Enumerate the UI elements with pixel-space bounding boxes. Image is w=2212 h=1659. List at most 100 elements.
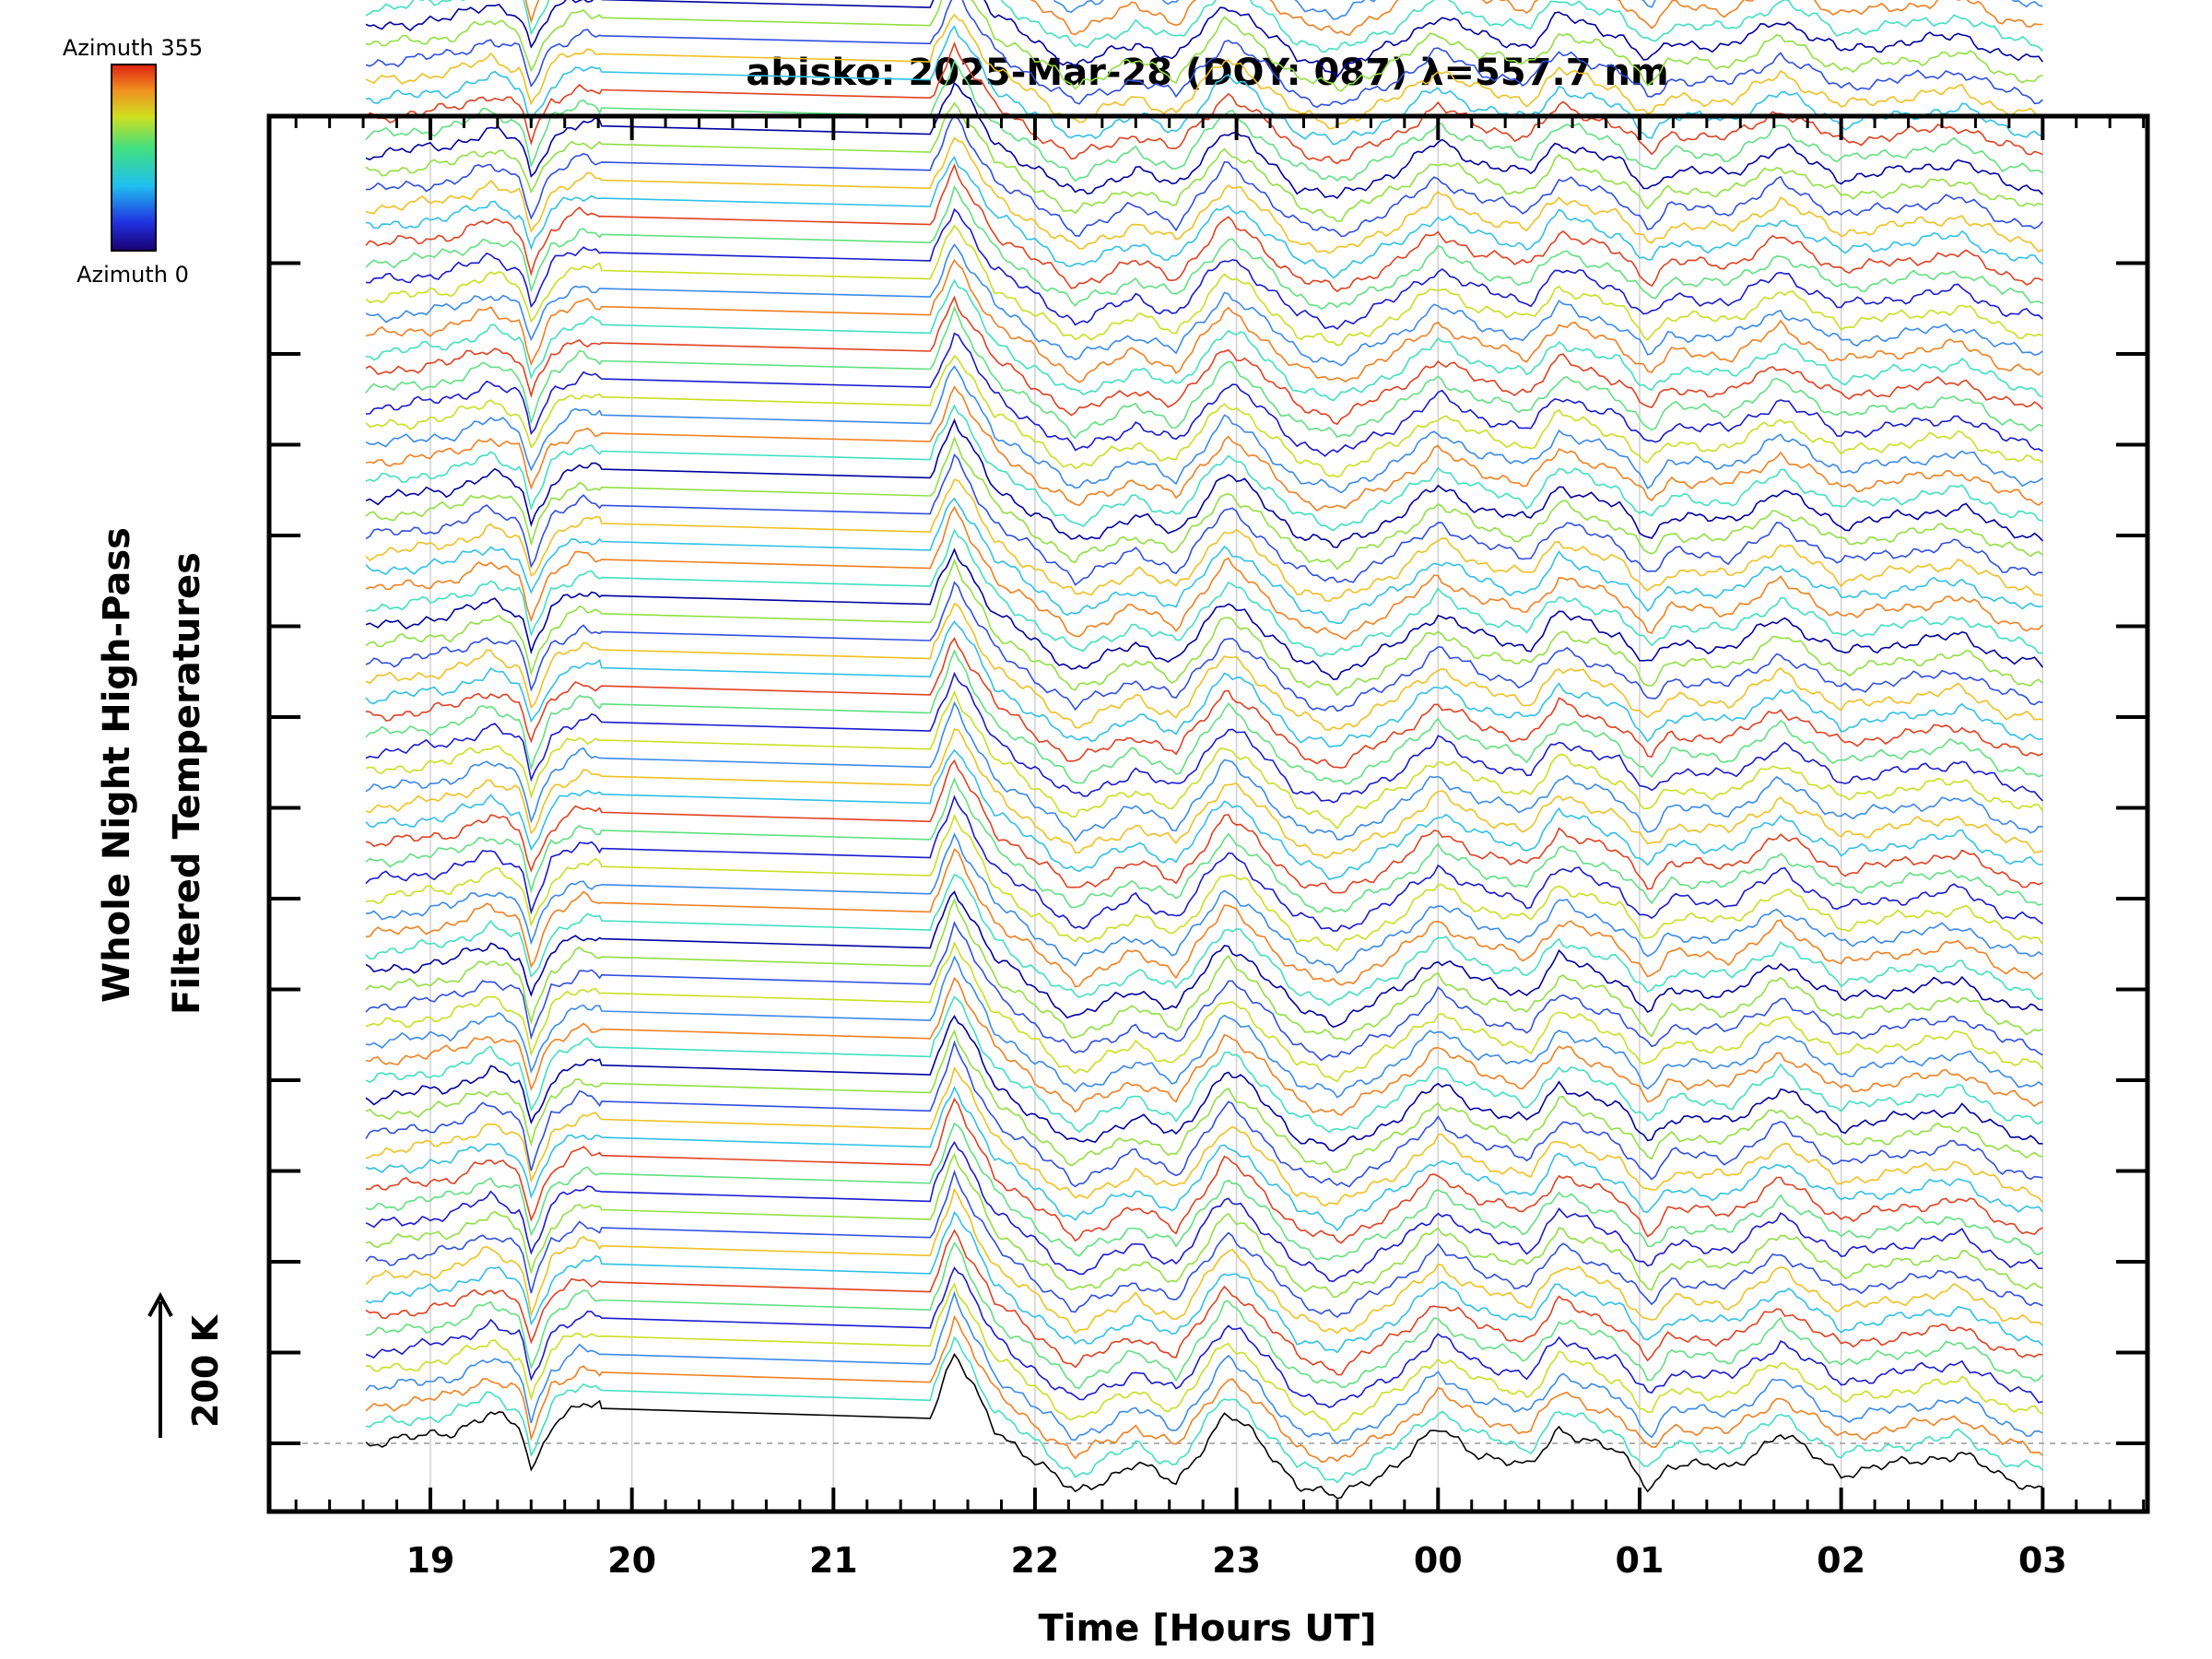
- series-line: [365, 1282, 2043, 1432]
- chart-title: abisko: 2025-Mar-28 (DOY: 087) λ=557.7 n…: [746, 52, 1668, 94]
- plot-frame: [266, 113, 2150, 1514]
- series-line: [365, 453, 2043, 586]
- series-line: [365, 1040, 2043, 1188]
- series-line: [365, 354, 2043, 478]
- series-line: [365, 385, 2043, 512]
- y-axis: [269, 261, 2147, 1445]
- colorbar: Azimuth 355 Azimuth 0: [63, 35, 203, 288]
- series-line: [365, 136, 2043, 254]
- x-tick-label: 01: [1616, 1540, 1665, 1581]
- series-line: [365, 873, 2043, 1006]
- series-line: [365, 1266, 2043, 1408]
- series-line: [365, 955, 2043, 1099]
- series-line: [524, 0, 2043, 37]
- x-tick-label: 23: [1212, 1540, 1261, 1581]
- series-line: [365, 497, 2043, 624]
- series-line: [365, 547, 2043, 681]
- colorbar-gradient: [111, 64, 157, 252]
- series-line: [365, 581, 2043, 712]
- scale-label: 200 K: [185, 1313, 226, 1428]
- x-tick-label: 22: [1010, 1540, 1059, 1581]
- series-line: [365, 558, 2043, 697]
- series-line: [365, 59, 2043, 182]
- series-line: [365, 1290, 2043, 1445]
- series-line: [365, 0, 2043, 109]
- series-line: [365, 671, 2043, 804]
- series-line: [365, 13, 2043, 130]
- series-line: [365, 258, 2043, 383]
- series-line: [365, 976, 2043, 1116]
- series-line: [365, 404, 2043, 532]
- series-line: [365, 1352, 2043, 1500]
- series-line: [365, 748, 2043, 881]
- series-line: [365, 478, 2043, 603]
- series-line: [365, 0, 2043, 78]
- series-line: [365, 1086, 2043, 1231]
- colorbar-bottom-label: Azimuth 0: [76, 262, 189, 288]
- series-line: [365, 528, 2043, 658]
- series-line: [365, 995, 2043, 1134]
- series-line: [365, 832, 2043, 974]
- series-line: [365, 0, 2043, 53]
- series-line: [365, 794, 2043, 932]
- series-line: [365, 1152, 2043, 1299]
- series-line: [365, 1314, 2043, 1463]
- series-line: [365, 689, 2043, 830]
- series-line: [365, 1169, 2043, 1319]
- x-axis: 19 20 21 22 23 00 01 02 03: [294, 116, 2146, 1581]
- series-line: [365, 1066, 2043, 1207]
- series-line: [365, 700, 2043, 842]
- series-line: [365, 814, 2043, 952]
- x-tick-label: 20: [607, 1540, 656, 1581]
- series-line: [365, 505, 2043, 641]
- x-tick-label: 19: [406, 1540, 454, 1581]
- series-line: [365, 1210, 2043, 1354]
- series-line: [365, 1241, 2043, 1390]
- series-line: [365, 184, 2043, 311]
- series-line: [365, 207, 2043, 330]
- series-line: [365, 243, 2043, 367]
- series-line: [365, 636, 2043, 769]
- series-line: [365, 163, 2043, 293]
- series-line: [365, 1229, 2043, 1376]
- series-line: [365, 0, 2043, 92]
- series-line: [365, 41, 2043, 165]
- series-line: [365, 890, 2043, 1029]
- series-line: [365, 113, 2043, 238]
- x-tick-label: 21: [809, 1540, 858, 1581]
- series-line: [365, 224, 2043, 347]
- series-line: [365, 101, 2043, 223]
- y-axis-label-line1: Whole Night High-Pass: [96, 527, 138, 1003]
- x-tick-label: 03: [2018, 1540, 2067, 1581]
- x-axis-label: Time [Hours UT]: [1039, 1607, 1377, 1650]
- series-line: [365, 848, 2043, 988]
- series-line: [365, 728, 2043, 859]
- series-line: [365, 1014, 2043, 1152]
- y-axis-label-line2: Filtered Temperatures: [166, 552, 208, 1015]
- x-tick-label: 00: [1414, 1540, 1463, 1581]
- series-line: [365, 295, 2043, 426]
- series-line: [365, 759, 2043, 894]
- series-line: [365, 305, 2043, 440]
- series-line: [365, 1097, 2043, 1244]
- series-line: [365, 1140, 2043, 1283]
- series-line: [365, 921, 2043, 1062]
- series-line: [365, 898, 2043, 1041]
- series-line: [365, 365, 2043, 494]
- series-line: [365, 602, 2043, 732]
- series-line: [365, 1335, 2043, 1484]
- x-tick-label: 02: [1817, 1540, 1865, 1581]
- series-line: [365, 941, 2043, 1083]
- scale-arrow-head: [147, 1291, 173, 1317]
- series-line: [365, 1029, 2043, 1173]
- series-line: [365, 332, 2043, 457]
- colorbar-top-label: Azimuth 355: [63, 35, 203, 61]
- series-line: [365, 777, 2043, 913]
- scale-indicator: 200 K: [147, 1291, 226, 1438]
- series-line: [365, 620, 2043, 748]
- series-line: [365, 436, 2043, 571]
- series-line: [365, 278, 2043, 402]
- series-line: [365, 156, 2043, 279]
- plot-area: [269, 0, 2147, 1512]
